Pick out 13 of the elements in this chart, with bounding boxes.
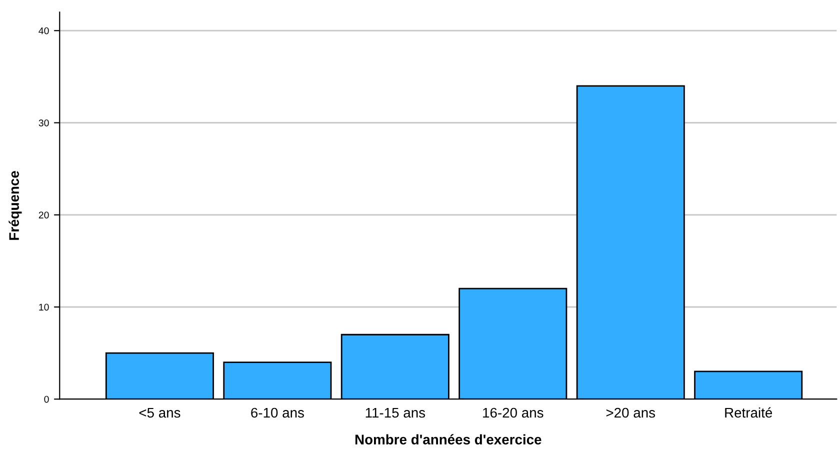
x-tick-label: Retraité xyxy=(725,407,772,418)
y-tick-label: 30 xyxy=(38,119,49,126)
x-tick-label: 16-20 ans xyxy=(483,408,544,418)
y-tick-label: 0 xyxy=(44,396,49,403)
y-tick-label: 20 xyxy=(38,212,49,218)
y-tick-label: 10 xyxy=(39,304,49,311)
x-tick-label: 11-15 ans xyxy=(366,408,426,418)
x-tick-label: 6-10 ans xyxy=(251,408,304,418)
y-tick-label: 40 xyxy=(38,27,49,34)
y-axis-title: Fréquence xyxy=(8,171,22,240)
x-axis-title: Nombre d'années d'exercice xyxy=(355,434,542,444)
x-tick-label: <5 ans xyxy=(139,408,180,418)
x-tick-label: >20 ans xyxy=(606,408,656,418)
